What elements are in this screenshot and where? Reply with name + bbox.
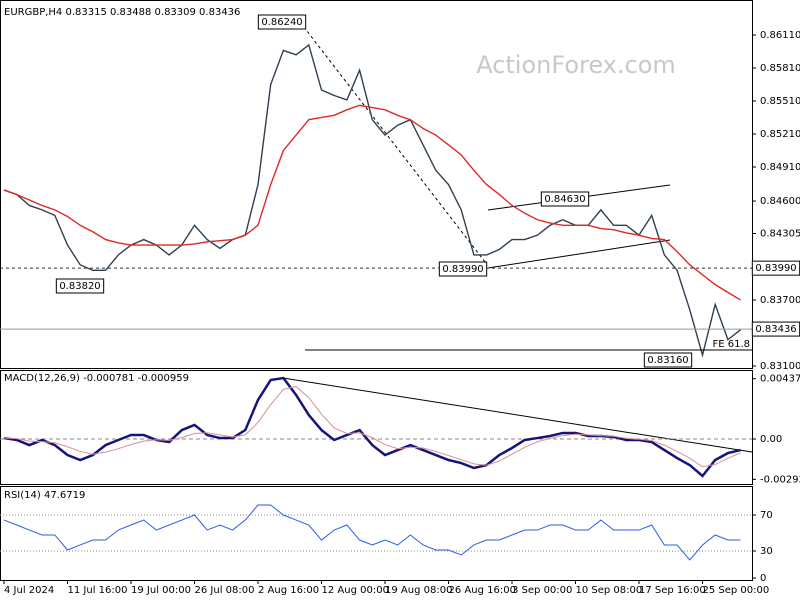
y-tick-label: 0.85510 (760, 96, 800, 107)
x-tick-label: 11 Jul 16:00 (68, 585, 128, 596)
x-tick-label: 3 Sep 00:00 (512, 585, 572, 596)
trend-line (299, 21, 486, 263)
y-tick-label: 0.86110 (760, 30, 800, 41)
point-label-box (257, 14, 307, 30)
x-tick-label: 12 Aug 00:00 (322, 585, 389, 596)
y-tick-label: 0.84600 (760, 196, 800, 207)
point-label: 0.83990 (442, 264, 483, 275)
x-tick-label: 2 Aug 16:00 (258, 585, 319, 596)
panel-title: MACD(12,26,9) -0.000781 -0.000959 (4, 373, 189, 384)
watermark: ActionForex.com (476, 51, 676, 79)
point-label: 0.86240 (261, 17, 302, 28)
x-tick-label: 19 Jul 00:00 (131, 585, 191, 596)
point-label: 0.84630 (544, 194, 585, 205)
rsi-panel (0, 486, 753, 581)
fe-label: FE 61.8 (712, 339, 750, 350)
y-tick-label: 0.85810 (760, 63, 800, 74)
macd-trend-line (282, 377, 753, 453)
price-panel (0, 0, 753, 369)
point-label: 0.83160 (647, 355, 688, 366)
point-label: 0.83820 (59, 281, 100, 292)
point-label-box (55, 278, 105, 294)
y-tick-label: 0.84305 (760, 229, 800, 240)
y-tick-label: 0.83100 (760, 361, 800, 372)
y-tick-label: 0.85210 (760, 129, 800, 140)
panel-title: RSI(14) 47.6719 (4, 490, 85, 501)
point-label-box (643, 352, 693, 368)
x-tick-label: 26 Aug 16:00 (449, 585, 516, 596)
series-line (3, 104, 741, 301)
panel-title: EURGBP,H4 0.83315 0.83488 0.83309 0.8343… (4, 7, 240, 18)
x-tick-label: 19 Aug 08:00 (385, 585, 452, 596)
y-tick-label: 0.83700 (760, 295, 800, 306)
series-line (3, 43, 742, 358)
y-tick-label: 0 (760, 573, 766, 584)
y-tick-label: 70 (760, 510, 773, 521)
x-tick-label: 4 Jul 2024 (4, 585, 54, 596)
level-label: 0.83990 (755, 263, 796, 274)
macd-panel (0, 370, 753, 485)
x-tick-label: 10 Sep 08:00 (576, 585, 643, 596)
y-tick-label: -0.002922 (760, 474, 800, 485)
point-label-box (438, 261, 488, 277)
y-tick-label: 0.84910 (760, 162, 800, 173)
y-tick-label: 0.00437 (760, 374, 800, 385)
x-tick-label: 25 Sep 00:00 (703, 585, 770, 596)
point-label-box (540, 191, 590, 207)
x-tick-label: 26 Jul 08:00 (195, 585, 255, 596)
series-line (3, 504, 741, 561)
series-line (3, 386, 741, 468)
y-tick-label: 0.00 (760, 434, 782, 445)
level-label: 0.83436 (755, 324, 796, 335)
series-line (3, 376, 741, 478)
y-tick-label: 30 (760, 546, 773, 557)
x-tick-label: 17 Sep 16:00 (639, 585, 706, 596)
channel-line (487, 239, 671, 269)
